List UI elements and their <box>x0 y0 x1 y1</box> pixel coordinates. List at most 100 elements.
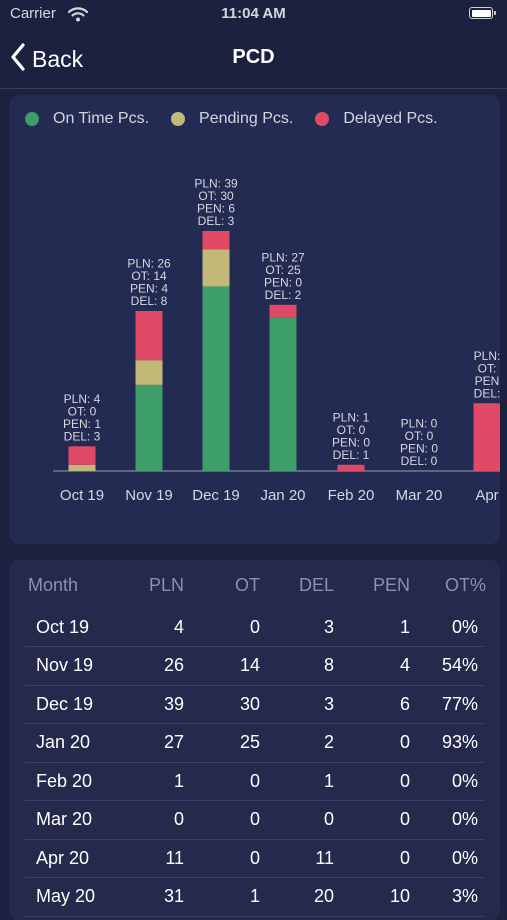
header-month: Month <box>28 574 79 595</box>
cell-del: 8 <box>323 655 334 675</box>
data-label: OT: 14 <box>131 269 167 283</box>
x-tick-label: Jan 20 <box>260 487 305 504</box>
x-tick-label: Nov 19 <box>125 487 173 504</box>
cell-ot-percent: 3% <box>451 886 478 906</box>
cell-month: Dec 19 <box>36 693 94 714</box>
data-label: OT: 0 <box>68 404 97 418</box>
cell-ot: 0 <box>249 770 260 791</box>
data-label: PEN: 0 <box>264 275 302 289</box>
page-title: PCD <box>232 46 275 68</box>
cell-pen: 0 <box>399 847 410 868</box>
cell-pln: 0 <box>173 809 184 829</box>
battery-icon <box>469 7 496 19</box>
data-label: DEL: 2 <box>265 288 302 302</box>
cell-pen: 10 <box>389 886 410 906</box>
cell-pen: 0 <box>399 732 410 752</box>
bar-segment-delayed <box>473 403 500 471</box>
cell-pen: 1 <box>399 616 410 637</box>
legend-dot-on-time <box>25 112 39 126</box>
back-label: Back <box>32 45 84 72</box>
cell-ot-percent: 77% <box>441 693 478 714</box>
header-del: DEL <box>298 574 334 595</box>
bar-segment-delayed-cap <box>135 311 163 321</box>
data-label: DEL: 3 <box>198 214 235 228</box>
table-row: Oct 19 4 0 3 1 0% <box>25 608 484 647</box>
data-label: OT: 0 <box>405 429 434 443</box>
bar-segment-delayed-cap <box>337 464 365 471</box>
cell-pen: 6 <box>399 693 410 714</box>
bar-segment-on-time <box>135 384 163 471</box>
x-tick-label: Oct 19 <box>60 487 104 504</box>
legend-label-delayed: Delayed Pcs. <box>343 110 438 127</box>
cell-ot: 0 <box>249 847 260 868</box>
x-tick-label: Mar 20 <box>396 487 443 504</box>
data-label: PEN: 0 <box>332 435 370 449</box>
cell-del: 0 <box>323 809 334 829</box>
header-pen: PEN <box>372 574 410 595</box>
cell-del: 3 <box>323 693 334 714</box>
data-table: Month PLN OT DEL PEN OT% Oct 19 4 0 3 1 0% Nov… <box>9 560 500 920</box>
legend-item-delayed: Delayed Pcs. <box>315 110 438 128</box>
cell-ot: 30 <box>239 693 260 714</box>
bar-segment-delayed-cap <box>269 304 297 315</box>
cell-ot-percent: 54% <box>441 655 478 675</box>
cell-ot: 25 <box>239 732 260 752</box>
data-label: PEN: 0 <box>400 442 438 456</box>
bar-segment-pending <box>202 249 230 287</box>
status-bar: Carrier 11:04 AM <box>0 0 507 30</box>
back-button[interactable]: Back <box>10 42 83 76</box>
cell-pln: 4 <box>173 616 184 637</box>
cell-ot-percent: 0% <box>451 616 478 637</box>
cell-del: 3 <box>323 616 334 637</box>
cell-month: Jan 20 <box>36 732 91 752</box>
cell-ot-percent: 0% <box>451 809 478 829</box>
x-tick-label: Feb 20 <box>328 487 375 504</box>
data-label: PLN: 26 <box>127 257 171 271</box>
legend-label-on-time: On Time Pcs. <box>53 110 150 127</box>
cell-del: 2 <box>323 732 334 752</box>
cell-ot: 1 <box>249 886 260 906</box>
table-header: Month PLN OT DEL PEN OT% <box>9 560 500 610</box>
cell-month: Nov 19 <box>36 655 94 675</box>
cell-pln: 26 <box>163 655 184 675</box>
cell-ot-percent: 0% <box>451 770 478 791</box>
cell-month: May 20 <box>36 886 96 906</box>
data-label: PLN: 39 <box>194 177 238 191</box>
cell-ot-percent: 0% <box>451 847 478 868</box>
cell-pln: 27 <box>163 732 184 752</box>
cell-ot: 14 <box>239 655 260 675</box>
data-label: OT: <box>478 361 497 375</box>
cell-ot-percent: 93% <box>441 732 478 752</box>
header-pln: PLN <box>148 574 184 595</box>
table-row: Nov 19 26 14 8 4 54% <box>25 647 484 686</box>
cell-pln: 1 <box>173 770 184 791</box>
legend-label-pending: Pending Pcs. <box>199 110 294 127</box>
table-row: Jan 20 27 25 2 0 93% <box>25 724 484 763</box>
data-label: OT: 25 <box>265 263 301 277</box>
bar-segment-delayed-cap <box>473 403 500 414</box>
data-label: PLN: 1 <box>333 410 370 424</box>
bar-segment-on-time <box>269 317 297 471</box>
header-ot-percent: OT% <box>444 574 486 595</box>
cell-pln: 11 <box>165 847 184 868</box>
cell-pen: 4 <box>399 655 410 675</box>
header-ot: OT <box>235 574 260 595</box>
legend-dot-pending <box>171 112 186 126</box>
legend-item-on-time: On Time Pcs. <box>25 110 149 128</box>
data-label: PLN: 27 <box>261 250 305 264</box>
chevron-left-icon <box>10 42 26 76</box>
bar-segment-delayed-cap <box>202 231 230 241</box>
cell-pln: 31 <box>163 886 184 906</box>
cell-del: 20 <box>313 886 334 906</box>
data-label: DEL: 0 <box>401 454 438 468</box>
cell-ot: 0 <box>249 616 260 637</box>
cell-month: Oct 19 <box>36 616 90 637</box>
cell-month: Feb 20 <box>36 770 93 791</box>
x-tick-label: Dec 19 <box>192 487 240 504</box>
data-label: PLN: <box>474 349 500 363</box>
data-label: DEL: 1 <box>333 448 370 462</box>
cell-month: Mar 20 <box>36 809 93 829</box>
bar-segment-pending <box>68 464 96 471</box>
data-label: PEN: 1 <box>63 417 101 431</box>
